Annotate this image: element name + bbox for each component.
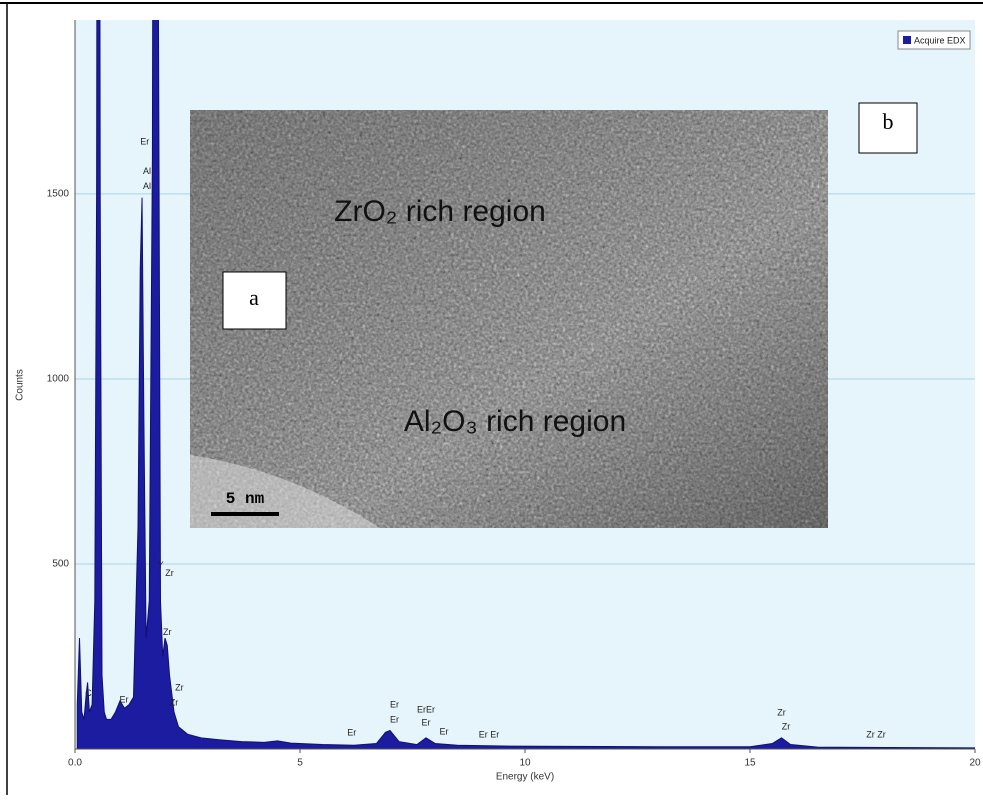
- scale-bar-label: 5 nm: [226, 490, 265, 508]
- inset-label: ZrO₂ rich region: [334, 195, 546, 228]
- x-tick-label: 10: [519, 758, 531, 769]
- peak-label: Er: [120, 695, 129, 705]
- x-tick-label: 15: [744, 758, 756, 769]
- legend-box: [897, 30, 971, 50]
- legend: Acquire EDX: [897, 30, 971, 50]
- panel-label: b: [883, 109, 894, 134]
- legend-swatch: [903, 36, 911, 44]
- y-tick-label: 500: [52, 559, 69, 570]
- peak-label: Er: [422, 717, 431, 727]
- y-tick-label: 1000: [47, 374, 70, 385]
- peak-label: Zr: [163, 627, 172, 637]
- peak-label: Er: [390, 715, 399, 725]
- peak-label: Er: [440, 726, 449, 736]
- peak-label: Zr Zr: [866, 729, 886, 739]
- panel-label: a: [249, 285, 259, 310]
- panel-box: [858, 102, 918, 154]
- peak-label: Zr: [175, 683, 184, 693]
- peak-label: Y: [157, 560, 163, 570]
- peak-label: Zr: [782, 722, 791, 732]
- inset-label: Al₂O₃ rich region: [404, 405, 626, 438]
- x-tick-label: 20: [969, 758, 981, 769]
- y-tick-label: 1500: [47, 189, 70, 200]
- peak-label: Er: [347, 727, 356, 737]
- peak-label: Er Er: [479, 729, 500, 739]
- peak-label: C: [85, 688, 92, 698]
- y-axis-label: Counts: [15, 369, 26, 401]
- x-tick-label: 5: [297, 758, 303, 769]
- peak-label: Al: [143, 166, 151, 176]
- peak-label: Er: [390, 700, 399, 710]
- x-tick-label: 0.0: [68, 758, 82, 769]
- peak-label: Zr: [170, 697, 179, 707]
- peak-label: ErEr: [417, 705, 435, 715]
- spectrum: [76, 20, 975, 749]
- peak-label: Zr: [165, 568, 174, 578]
- legend-label: Acquire EDX: [914, 35, 966, 45]
- peak-label: Al: [143, 181, 151, 191]
- x-axis-label: Energy (keV): [496, 772, 554, 783]
- peak-label: Zr: [777, 707, 786, 717]
- peak-label: Er: [140, 136, 149, 146]
- inset-image: ZrO₂ rich region Al₂O₃ rich region a 5 n…: [190, 110, 828, 528]
